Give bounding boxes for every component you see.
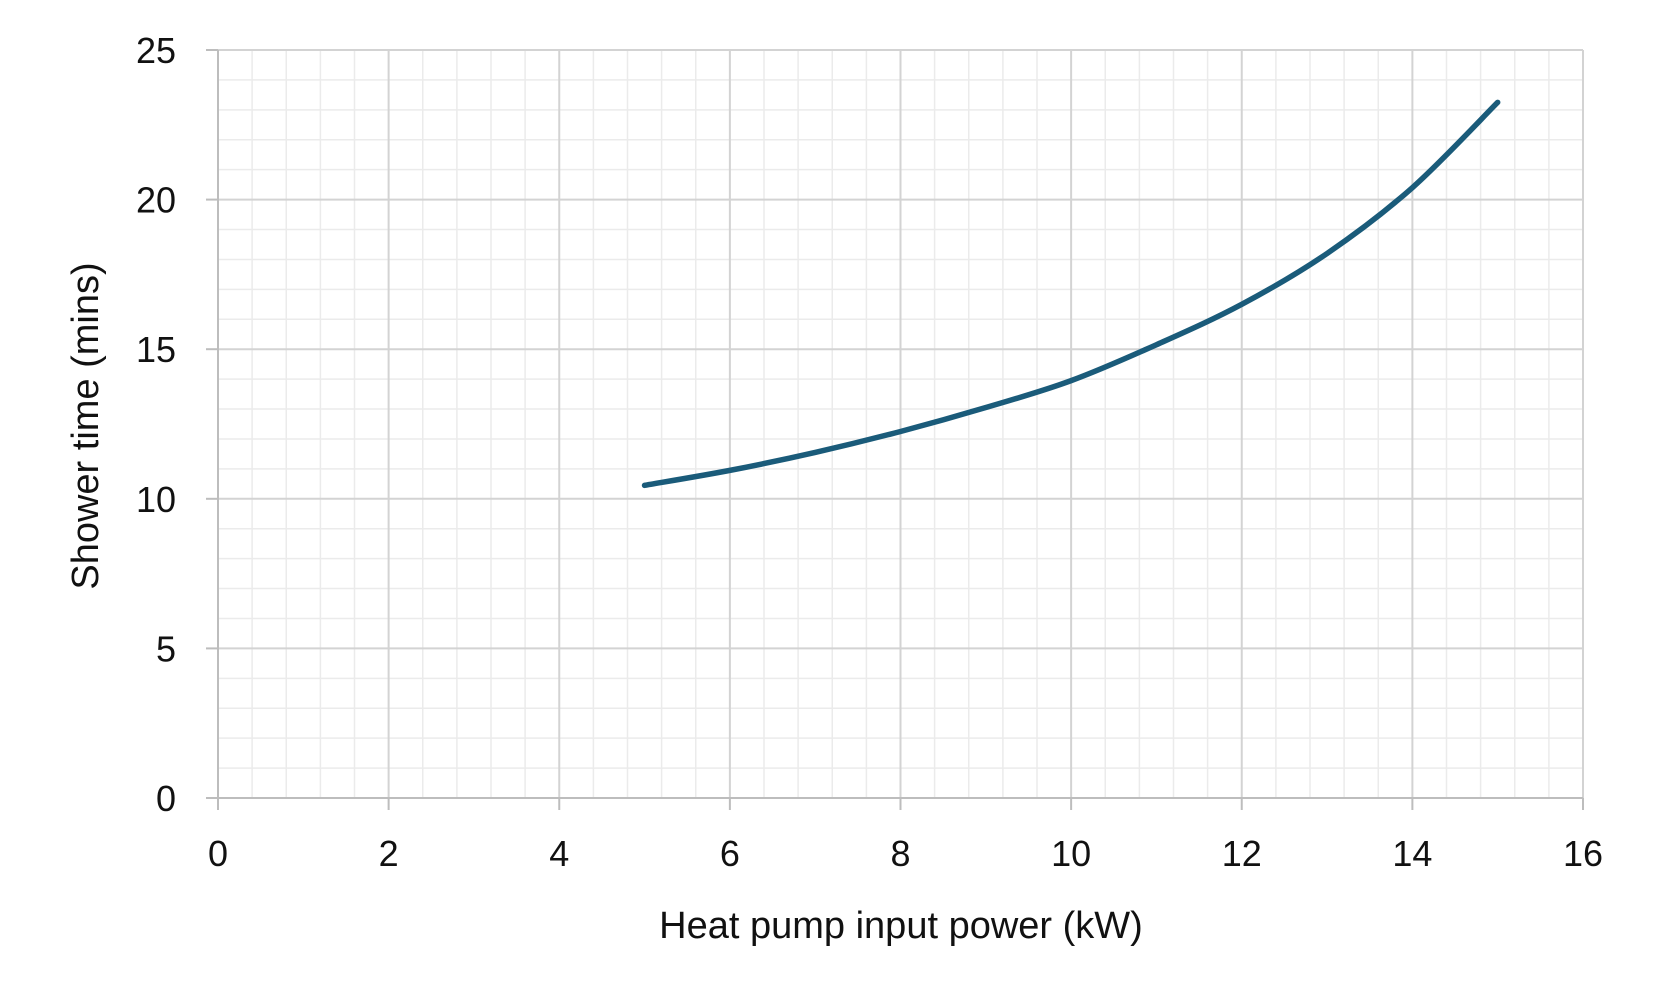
- x-tick-label: 16: [1563, 833, 1603, 874]
- x-tick-label: 8: [890, 833, 910, 874]
- x-tick-label: 4: [549, 833, 569, 874]
- x-tick-label: 12: [1222, 833, 1262, 874]
- x-tick-labels: 0 2 4 6 8 10 12 14 16: [208, 833, 1603, 874]
- series-line-0: [641, 99, 1501, 489]
- series-layer: [641, 99, 1501, 489]
- x-tick-label: 0: [208, 833, 228, 874]
- y-tick-label: 5: [156, 628, 176, 669]
- x-tick-label: 10: [1051, 833, 1091, 874]
- x-axis-title: Heat pump input power (kW): [659, 905, 1143, 947]
- y-tick-label: 0: [156, 778, 176, 819]
- y-tick-label: 15: [136, 329, 176, 370]
- y-tick-label: 10: [136, 479, 176, 520]
- x-tick-label: 2: [379, 833, 399, 874]
- y-tick-label: 20: [136, 180, 176, 221]
- y-tick-label: 25: [136, 30, 176, 71]
- axes: [206, 49, 1584, 810]
- y-tick-labels: 0 5 10 15 20 25: [136, 30, 176, 819]
- x-tick-label: 14: [1392, 833, 1432, 874]
- y-axis-title: Shower time (mins): [65, 262, 107, 589]
- x-tick-label: 6: [720, 833, 740, 874]
